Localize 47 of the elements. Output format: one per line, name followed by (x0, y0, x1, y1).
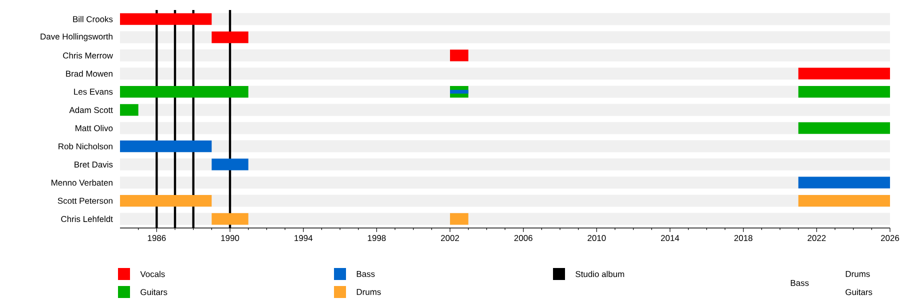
y-tick-label: Chris Merrow (63, 52, 113, 59)
y-tick-label: Brad Mowen (66, 70, 112, 77)
bar (212, 213, 248, 225)
x-tick-label: 2022 (808, 235, 826, 242)
x-tick-label: 1998 (368, 235, 386, 242)
y-tick-label: Scott Peterson (58, 198, 112, 204)
legend-label: Guitars (140, 288, 168, 296)
x-tick-label: 2026 (881, 235, 900, 242)
x-tick-label: 1994 (294, 235, 313, 242)
x-tick-label: 2002 (441, 235, 459, 242)
bar (212, 31, 248, 44)
text: Guitars (846, 288, 872, 296)
bar (120, 13, 212, 25)
bar (120, 86, 248, 98)
x-tick-label: 2018 (734, 235, 752, 242)
bar (120, 104, 138, 116)
bar (798, 122, 890, 134)
bar (798, 68, 890, 80)
y-tick-label: Adam Scott (69, 106, 113, 114)
bar (798, 86, 890, 98)
bar (798, 176, 890, 188)
y-tick-label: Les Evans (74, 88, 113, 95)
legend-label: Drums (356, 289, 381, 295)
text: Bass (790, 280, 809, 286)
y-tick-label: Rob Nicholson (58, 143, 112, 150)
bar (120, 140, 212, 152)
bar (212, 158, 248, 170)
text: Drums (846, 271, 870, 277)
y-tick-label: Dave Hollingsworth (40, 33, 112, 42)
y-tick-label: Menno Verbaten (52, 179, 112, 186)
legend-label: Bass (356, 271, 375, 277)
legend-label: Studio album (576, 270, 624, 278)
x-tick-label: 1986 (148, 235, 166, 242)
x-tick-label: 2006 (514, 235, 532, 242)
x-tick-label: 1990 (221, 235, 240, 242)
y-tick-label: Chris Lehfeldt (61, 216, 113, 222)
y-tick-label: Matt Olivo (76, 124, 113, 132)
bar (450, 90, 468, 94)
bar (450, 50, 468, 62)
bar (450, 213, 468, 225)
x-tick-label: 2014 (661, 235, 680, 242)
y-tick-label: Bill Crooks (73, 16, 113, 22)
legend-label: Vocals (140, 270, 165, 278)
bar (798, 194, 890, 207)
y-tick-label: Bret Davis (74, 161, 113, 168)
bar (120, 194, 212, 207)
x-tick-label: 2010 (588, 235, 606, 242)
